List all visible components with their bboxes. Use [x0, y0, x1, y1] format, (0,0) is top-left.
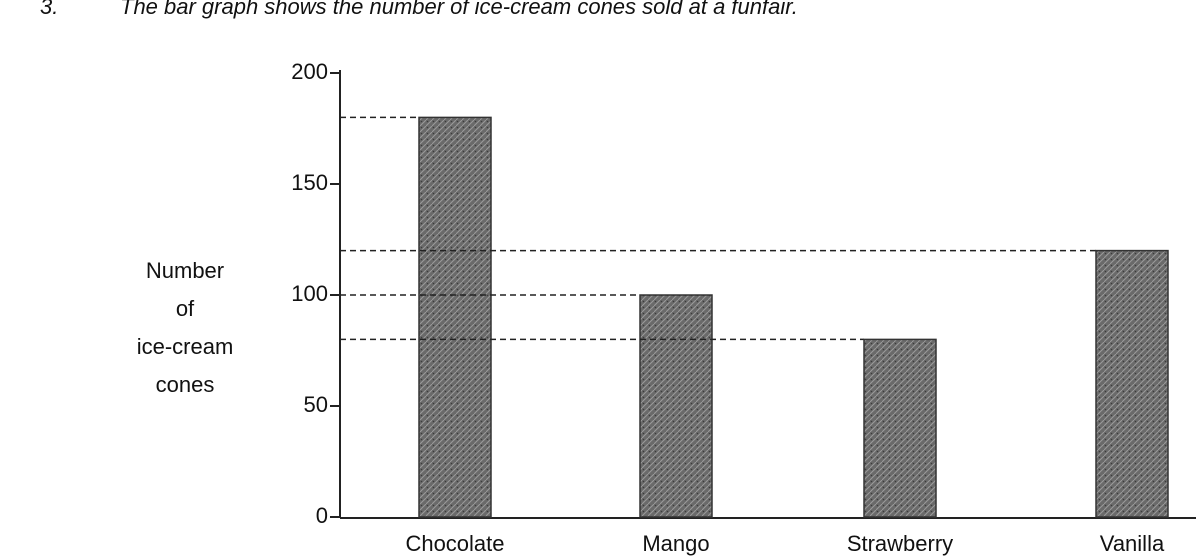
y-axis-label: of: [176, 296, 195, 321]
y-tick-label: 0: [316, 503, 328, 528]
question-number: 3.: [40, 0, 58, 19]
x-tick-label: Chocolate: [405, 531, 504, 556]
bar: [1095, 249, 1169, 518]
bar: [863, 338, 937, 518]
x-tick-label: Mango: [642, 531, 709, 556]
chart-title: The bar graph shows the number of ice-cr…: [120, 0, 798, 19]
y-axis-label: Number: [146, 258, 224, 283]
bar: [639, 294, 713, 518]
y-tick-label: 150: [291, 170, 328, 195]
y-axis-label: ice-cream: [137, 334, 234, 359]
bar: [418, 116, 492, 518]
x-tick-label: Strawberry: [847, 531, 953, 556]
x-tick-label: Vanilla: [1100, 531, 1165, 556]
y-tick-label: 50: [304, 392, 328, 417]
y-tick-label: 200: [291, 59, 328, 84]
y-tick-label: 100: [291, 281, 328, 306]
y-axis-label: cones: [156, 372, 215, 397]
